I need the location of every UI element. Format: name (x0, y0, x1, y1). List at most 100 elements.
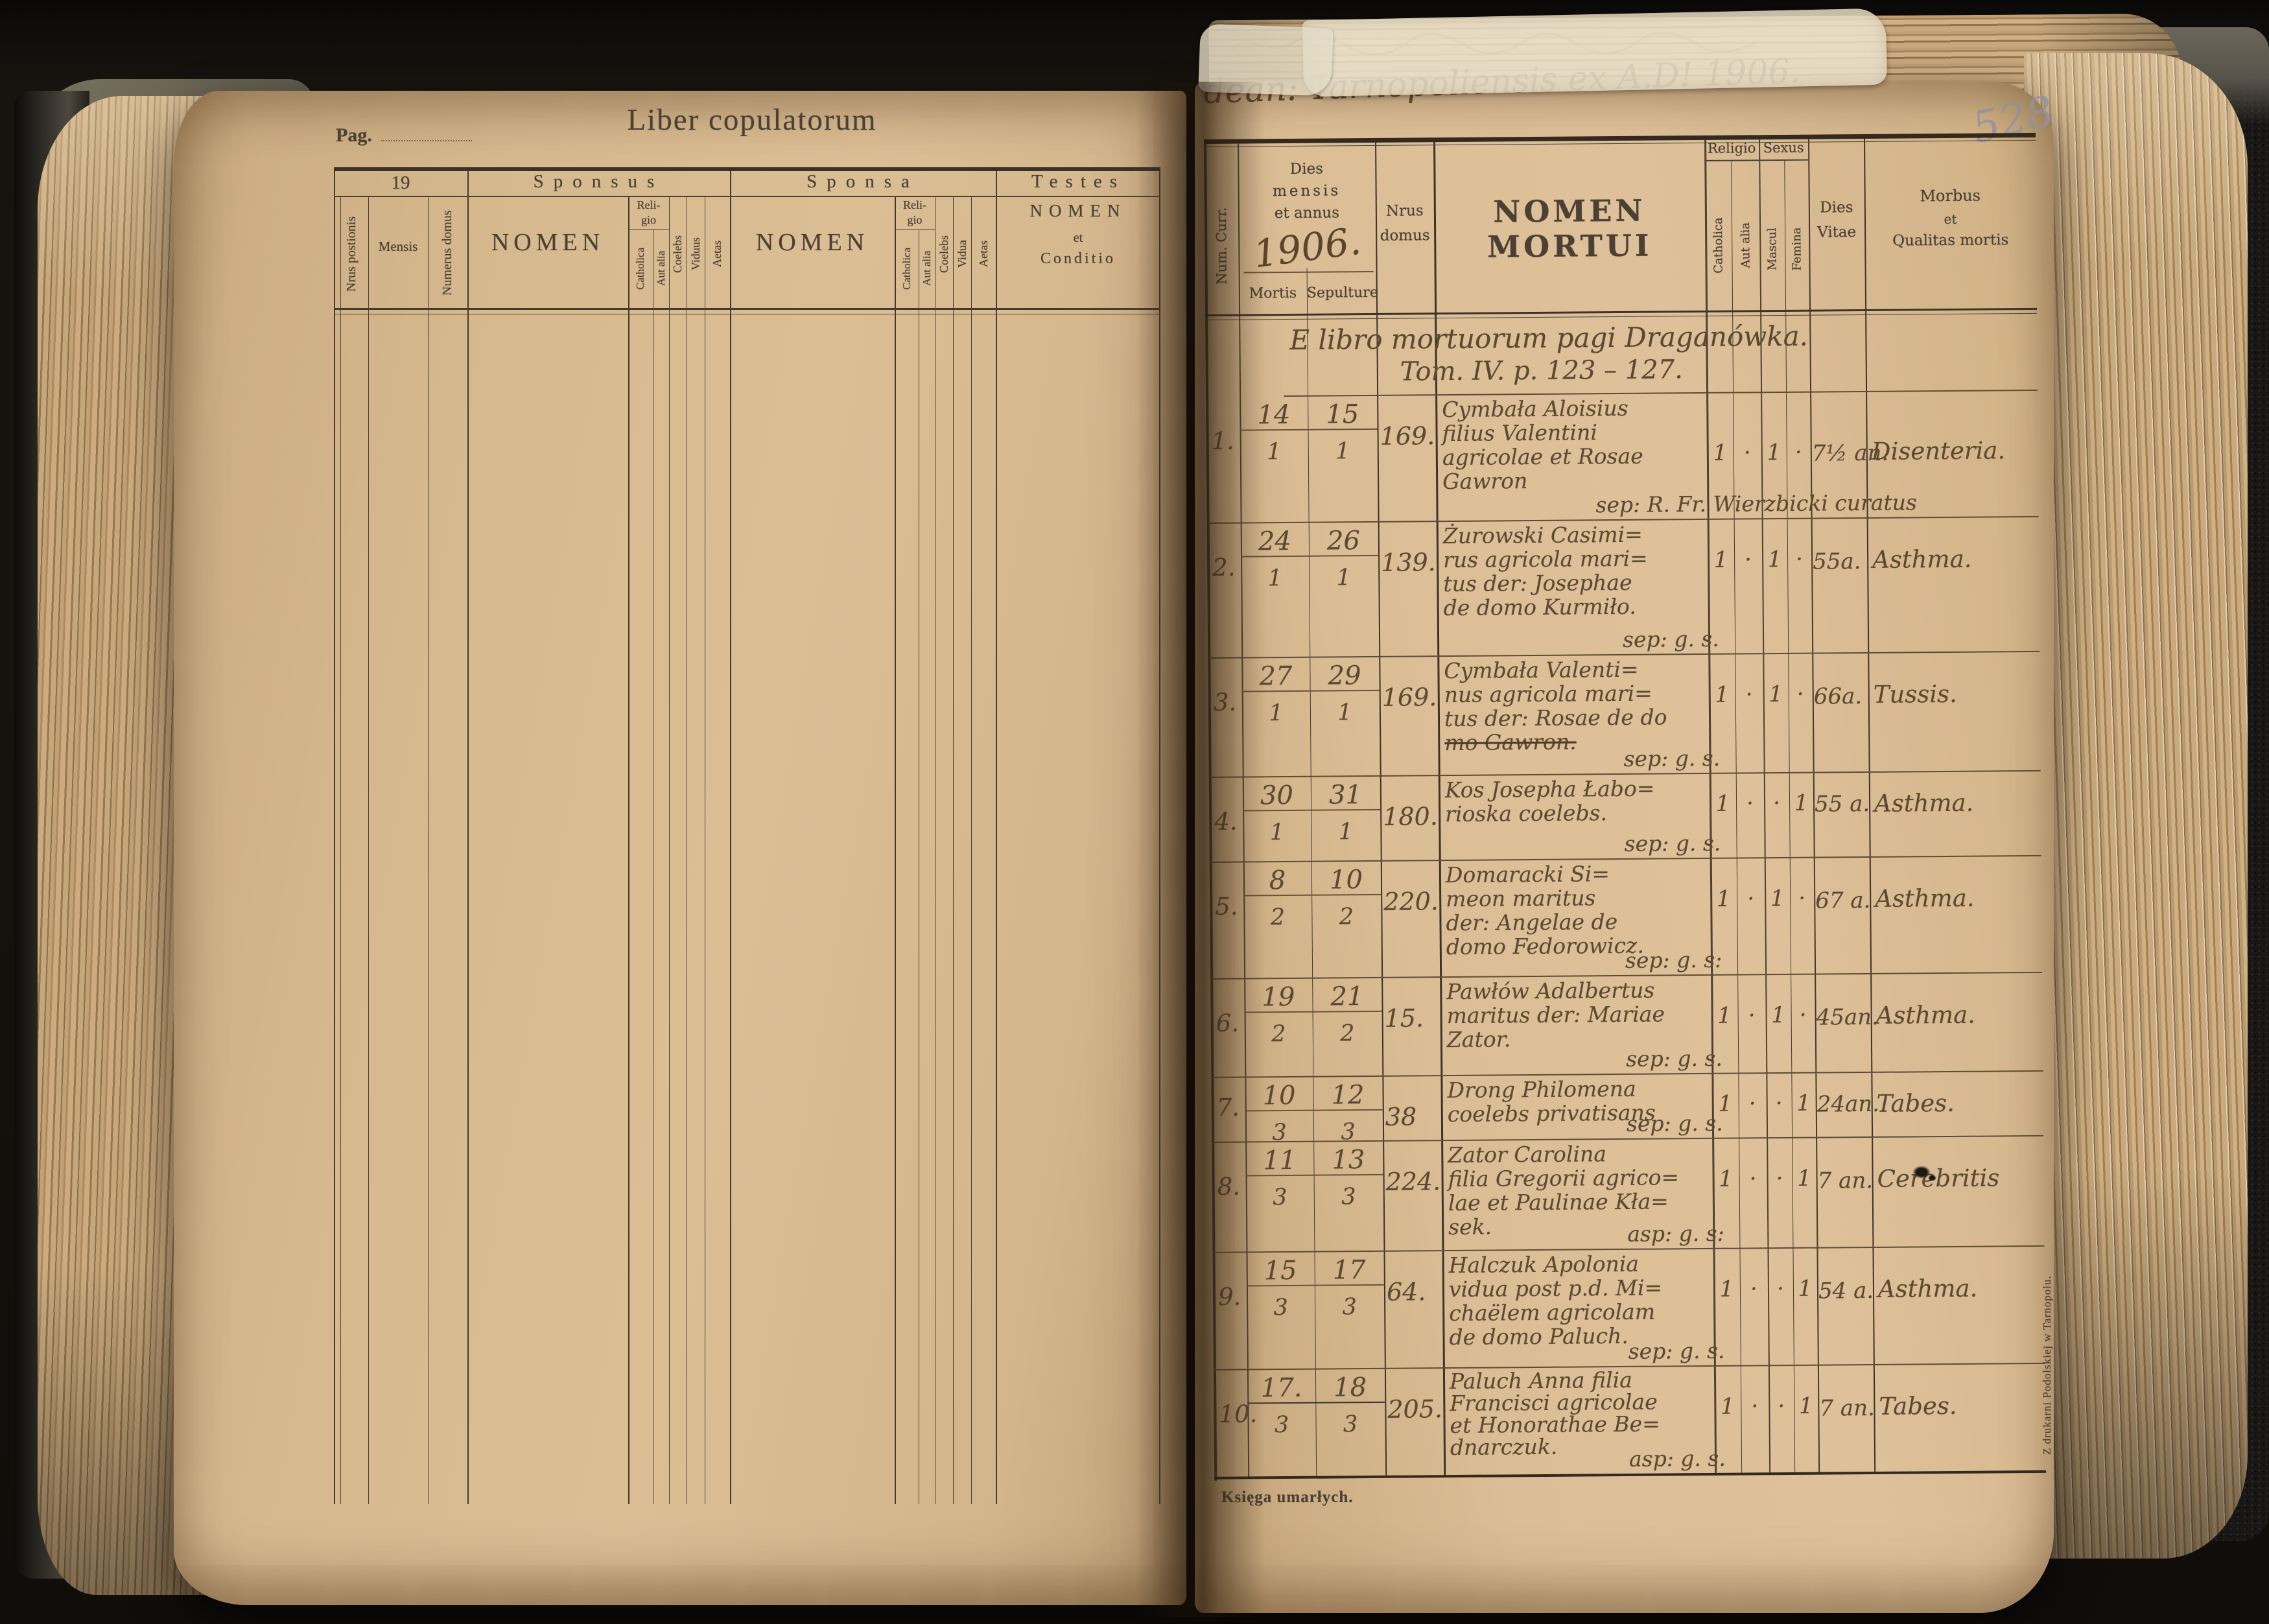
register-row: 7. 10 3 12 3 38 Drong Philomena coelebs pr… (1211, 1072, 2043, 1146)
death-month: 1 (1266, 439, 1282, 465)
age-at-death: 55a. (1812, 548, 1861, 575)
burial-officiant-note: sep: g. s. (1624, 830, 1721, 856)
burial-officiant-note: sep: g. s. (1626, 1110, 1723, 1136)
register-row: 9. 15 3 17 3 64. Halczuk Apolonia vidua po… (1212, 1247, 2045, 1369)
religio-aut-alia-mark: · (1749, 1166, 1757, 1192)
house-number: 64. (1386, 1277, 1426, 1306)
printer-imprint: Z drukarni Podolskiej w Tarnopolu. (2041, 1275, 2053, 1455)
name-line: filia Gregorii agrico= (1448, 1164, 1680, 1192)
religio-aut-alia-mark: · (1747, 886, 1755, 912)
house-number: 205. (1387, 1395, 1443, 1424)
column-header-coelebs-sponsa: Coelebs (937, 235, 950, 273)
burial-date: 15 1 (1308, 396, 1378, 522)
tissue-interleaf (1302, 8, 1888, 97)
tissue-interleaf (1198, 23, 1334, 97)
burial-day: 29 (1328, 661, 1361, 691)
group-header-testes: Testes (1031, 171, 1125, 192)
burial-day: 12 (1331, 1080, 1365, 1111)
group-header-religio: Religio (1707, 140, 1756, 156)
burial-date: 18 3 (1315, 1369, 1385, 1476)
death-day: 17. (1260, 1372, 1302, 1404)
sexus-femina-mark: 1 (1798, 1393, 1813, 1419)
nrus-domus-line2: domus (1380, 227, 1430, 244)
death-date: 11 3 (1245, 1142, 1314, 1252)
sexus-femina-mark: 1 (1796, 1090, 1811, 1116)
sexus-femina-mark: · (1798, 885, 1806, 912)
cause-of-death: Cerebritis (1877, 1164, 2000, 1193)
religio-label-sponsa-line1: Reli- (903, 198, 926, 211)
sexus-mascul-mark: · (1773, 790, 1781, 817)
ink-blot (1928, 1175, 1936, 1181)
column-header-vidua: Vidua (956, 240, 969, 268)
burial-officiant-note: sep: g. s. (1622, 626, 1719, 652)
religio-aut-alia-mark: · (1746, 790, 1754, 817)
entry-number: 5. (1215, 892, 1238, 921)
death-month: 3 (1273, 1184, 1287, 1211)
pag-dotted-line (381, 140, 472, 141)
column-header-aetas-sponsus: Aetas (711, 241, 723, 268)
burial-month: 1 (1335, 438, 1350, 465)
name-line: tus der: Rosae de do (1444, 704, 1667, 732)
page-stack-right (2024, 53, 2248, 1559)
name-line: meon maritus (1446, 885, 1596, 912)
house-number: 15. (1384, 1004, 1424, 1033)
column-header-catholica: Catholica (1711, 217, 1726, 274)
burial-month: 2 (1340, 1020, 1355, 1047)
burial-officiant-note: sep: g. s: (1625, 947, 1722, 973)
entry-number: 8. (1217, 1172, 1241, 1201)
cause-of-death: Tabes. (1879, 1391, 1957, 1420)
cause-of-death: Tabes. (1876, 1089, 1955, 1118)
register-row: 4. 30 1 31 1 180. Kos Josepha Łabo= rioska… (1209, 771, 2041, 862)
column-header-sepulture: Sepulture (1306, 284, 1378, 301)
name-line: filius Valentini (1442, 419, 1597, 447)
death-month: 3 (1274, 1412, 1289, 1439)
name-line: Cymbała Valenti= (1444, 656, 1639, 684)
year-script: 1906. (1251, 218, 1364, 277)
death-day: 14 (1257, 399, 1291, 430)
house-number: 224. (1385, 1167, 1441, 1196)
death-month: 2 (1270, 904, 1286, 931)
dies-vitae-line1: Dies (1820, 199, 1853, 217)
column-header-nomen-sponsus: NOMEN (491, 229, 605, 256)
name-line: Kos Josepha Łabo= (1444, 775, 1655, 803)
religio-label-sponsus-line1: Reli- (637, 198, 661, 211)
cause-of-death: Tussis. (1873, 679, 1958, 709)
register-row: 3. 27 1 29 1 169. Cymbała Valenti= nus agr… (1208, 652, 2040, 777)
name-line: Gawron (1442, 468, 1528, 495)
cause-of-death: Asthma. (1872, 545, 1972, 574)
column-header-mascul: Mascul (1765, 228, 1780, 271)
age-at-death: 66a. (1813, 683, 1863, 710)
group-header-sponsus: Sponsus (533, 171, 664, 192)
burial-date: 17 3 (1314, 1252, 1384, 1369)
entry-number: 1. (1211, 427, 1235, 455)
death-day: 24 (1258, 526, 1292, 557)
religio-aut-alia-mark: · (1745, 547, 1752, 573)
burial-month: 2 (1339, 904, 1354, 930)
sexus-femina-mark: 1 (1797, 1165, 1812, 1192)
burial-day: 13 (1332, 1145, 1365, 1175)
column-header-num-curr: Num. Curr. (1213, 207, 1230, 285)
cause-of-death: Asthma. (1877, 1274, 1978, 1303)
house-number: 220. (1383, 887, 1439, 916)
name-line: Żurowski Casimi= (1442, 521, 1643, 549)
dies-vitae-line2: Vitae (1816, 224, 1857, 241)
morbus-line2: et (1944, 211, 1957, 228)
sexus-mascul-mark: · (1776, 1166, 1783, 1192)
burial-month: 1 (1336, 565, 1352, 591)
age-at-death: 67 a. (1815, 887, 1871, 914)
religio-aut-alia-mark: · (1748, 1090, 1756, 1117)
name-line: nus agricola mari= (1444, 680, 1652, 708)
column-header-nrus-postionis: Nrus postionis (344, 216, 359, 292)
source-note-line2: Tom. IV. p. 123 – 127. (1400, 355, 1684, 387)
pag-label-text: Pag. (336, 124, 372, 146)
register-row: 1. 14 1 15 1 169. Cymbała Aloisius filius … (1206, 391, 2038, 523)
name-line: Pawłów Adalbertus (1446, 977, 1655, 1005)
house-number: 38 (1385, 1102, 1417, 1131)
death-date: 30 1 (1243, 777, 1311, 862)
death-date: 24 1 (1241, 523, 1310, 657)
house-number: 139. (1380, 548, 1436, 577)
testes-header-conditio: Conditio (1040, 250, 1116, 267)
entry-number: 2. (1212, 553, 1236, 582)
age-at-death: 24an. (1816, 1090, 1880, 1118)
